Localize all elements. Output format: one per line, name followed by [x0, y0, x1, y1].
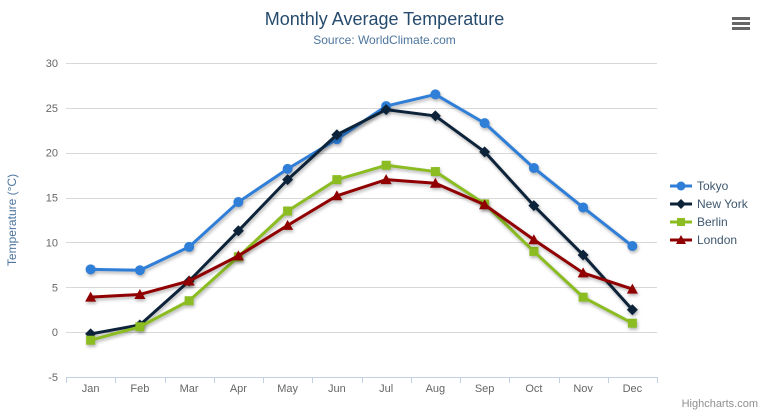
data-point-marker[interactable]: [331, 129, 343, 141]
x-axis-label: Dec: [623, 383, 643, 395]
data-point-marker[interactable]: [430, 167, 440, 177]
y-axis-label: 15: [46, 193, 58, 205]
data-point-marker[interactable]: [184, 296, 194, 306]
x-axis-label: Feb: [130, 383, 149, 395]
data-point-marker[interactable]: [85, 264, 96, 275]
x-axis-label: Nov: [573, 383, 593, 395]
export-menu-button[interactable]: [732, 17, 750, 32]
data-point-marker[interactable]: [134, 288, 146, 299]
x-axis-label: Jul: [379, 383, 393, 395]
data-point-marker[interactable]: [233, 197, 244, 208]
series-group: [85, 89, 638, 345]
legend-label: New York: [697, 197, 748, 211]
series-new-york: [85, 104, 638, 340]
x-axis-label: Apr: [230, 383, 247, 395]
data-point-marker[interactable]: [627, 318, 637, 328]
y-axis-label: 10: [46, 237, 58, 249]
x-axis-label: Jan: [82, 383, 100, 395]
legend-item-tokyo[interactable]: Tokyo: [670, 177, 748, 195]
legend-item-berlin[interactable]: Berlin: [670, 213, 748, 231]
data-point-marker[interactable]: [380, 174, 392, 185]
y-axis-title: Temperature (°C): [5, 174, 19, 266]
circle-marker-icon: [670, 181, 692, 191]
x-axis-label: May: [277, 383, 298, 395]
data-point-marker[interactable]: [479, 146, 491, 158]
data-point-marker[interactable]: [578, 292, 588, 302]
data-point-marker[interactable]: [528, 234, 540, 245]
x-axis-label: Sep: [475, 383, 495, 395]
x-axis-label: Aug: [426, 383, 446, 395]
legend: Tokyo New York Berlin London: [670, 177, 748, 249]
square-marker-icon: [670, 218, 692, 226]
data-point-marker[interactable]: [528, 200, 540, 212]
credits-link[interactable]: Highcharts.com: [681, 398, 758, 410]
data-point-marker[interactable]: [282, 163, 293, 174]
data-point-marker[interactable]: [578, 202, 589, 213]
data-point-marker[interactable]: [577, 267, 589, 278]
hamburger-menu-icon: [732, 17, 750, 30]
data-point-marker[interactable]: [429, 110, 441, 122]
x-axis-label: Oct: [525, 383, 542, 395]
legend-marker: [677, 218, 685, 226]
x-axis-label: Mar: [180, 383, 199, 395]
data-point-marker[interactable]: [626, 304, 638, 316]
data-point-marker[interactable]: [380, 104, 392, 116]
y-axis-label: -5: [48, 372, 58, 384]
series-line: [89, 163, 634, 342]
series-line: [89, 108, 634, 336]
y-axis-label: 0: [52, 327, 58, 339]
y-axis-label: 20: [46, 148, 58, 160]
data-point-marker[interactable]: [183, 275, 195, 286]
data-point-marker[interactable]: [626, 283, 638, 294]
chart-title: Monthly Average Temperature: [264, 9, 505, 29]
data-point-marker[interactable]: [479, 118, 490, 129]
series-tokyo: [85, 89, 638, 276]
data-point-marker[interactable]: [332, 175, 342, 185]
data-point-marker[interactable]: [381, 160, 391, 170]
data-point-marker[interactable]: [232, 225, 244, 237]
data-point-marker[interactable]: [430, 89, 441, 100]
data-point-marker[interactable]: [282, 174, 294, 186]
data-point-marker[interactable]: [282, 219, 294, 230]
diamond-marker-icon: [670, 199, 692, 209]
series-london: [85, 174, 638, 302]
legend-item-new-york[interactable]: New York: [670, 195, 748, 213]
data-point-marker[interactable]: [479, 199, 491, 210]
legend-label: London: [697, 233, 738, 247]
legend-marker: [676, 181, 686, 191]
data-point-marker[interactable]: [627, 241, 638, 252]
chart-subtitle: Source: WorldClimate.com: [313, 33, 456, 47]
y-axis-label: 30: [46, 58, 58, 70]
axes: [66, 377, 658, 383]
grid-lines: [66, 63, 657, 378]
legend-marker: [676, 235, 686, 244]
data-point-marker[interactable]: [283, 206, 293, 216]
data-point-marker[interactable]: [232, 250, 244, 261]
axis-labels: 30 25 20 15 10 5 0 -5 Jan Feb Mar Apr May Jun Jul Aug Se…: [46, 58, 643, 395]
data-point-marker[interactable]: [184, 241, 195, 252]
data-point-marker[interactable]: [577, 249, 589, 261]
data-point-marker[interactable]: [85, 291, 97, 302]
data-point-marker[interactable]: [135, 322, 145, 332]
triangle-marker-icon: [670, 235, 692, 244]
x-axis-label: Jun: [328, 383, 346, 395]
data-point-marker[interactable]: [86, 335, 96, 345]
data-point-marker[interactable]: [528, 162, 539, 173]
legend-label: Berlin: [697, 215, 728, 229]
data-point-marker[interactable]: [529, 246, 539, 256]
data-point-marker[interactable]: [134, 265, 145, 276]
series-line: [89, 178, 634, 299]
legend-item-london[interactable]: London: [670, 231, 748, 249]
y-axis-label: 5: [52, 282, 58, 294]
y-axis-label: 25: [46, 103, 58, 115]
data-point-marker[interactable]: [331, 190, 343, 201]
legend-label: Tokyo: [697, 179, 729, 193]
data-point-marker[interactable]: [429, 177, 441, 188]
legend-marker: [676, 199, 686, 209]
